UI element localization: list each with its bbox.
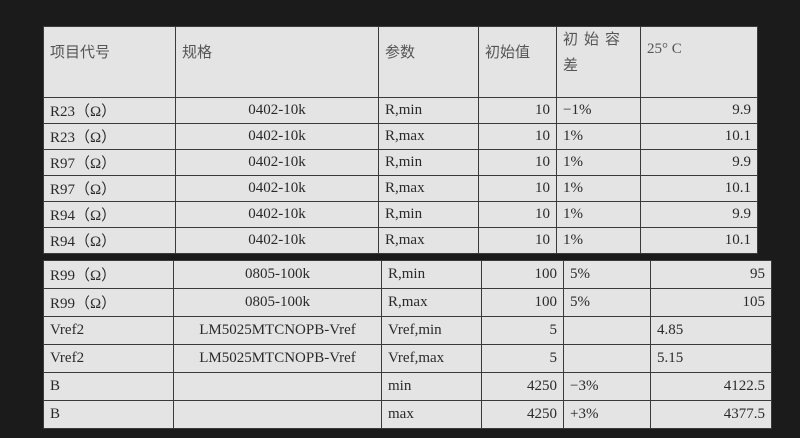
table-row: R23（Ω） 0402-10k R,min 10 −1% 9.9	[43, 97, 758, 124]
cell-spec: 0402-10k	[175, 123, 379, 150]
cell-parameter: R,max	[378, 175, 479, 202]
cell-spec: 0402-10k	[175, 149, 379, 176]
cell-parameter: R,max	[378, 123, 479, 150]
component-tolerance-table: R99（Ω） 0805-100k R,min 100 5% 95 R99（Ω） 0805-10…	[43, 260, 772, 429]
cell-spec: 0402-10k	[175, 201, 379, 228]
cell-spec: 0402-10k	[175, 97, 379, 124]
cell-item-code: R94（Ω）	[43, 201, 176, 228]
cell-parameter: R,max	[378, 227, 479, 254]
cell-parameter: R,min	[381, 260, 482, 289]
cell-initial-tolerance: 1%	[556, 201, 641, 228]
cell-item-code: R94（Ω）	[43, 227, 176, 254]
header-parameter: 参数	[378, 26, 479, 98]
cell-spec	[173, 400, 382, 429]
cell-parameter: R,max	[381, 288, 482, 317]
cell-initial-value: 4250	[481, 372, 564, 401]
cell-initial-tolerance	[563, 344, 651, 373]
header-item-code: 项目代号	[43, 26, 176, 98]
cell-value-25c: 10.1	[640, 227, 758, 254]
cell-spec: 0805-100k	[173, 260, 382, 289]
cell-value-25c: 5.15	[650, 344, 772, 373]
cell-initial-value: 10	[478, 175, 557, 202]
cell-item-code: R23（Ω）	[43, 123, 176, 150]
table-row: Vref2 LM5025MTCNOPB-Vref Vref,max 5 5.15	[43, 344, 772, 373]
cell-parameter: Vref,max	[381, 344, 482, 373]
cell-item-code: Vref2	[43, 344, 174, 373]
header-25c: 25° C	[640, 26, 758, 98]
cell-parameter: R,min	[378, 149, 479, 176]
cell-initial-value: 10	[478, 201, 557, 228]
cell-parameter: R,min	[378, 97, 479, 124]
cell-initial-tolerance	[563, 316, 651, 345]
cell-initial-tolerance: −1%	[556, 97, 641, 124]
cell-spec: LM5025MTCNOPB-Vref	[173, 316, 382, 345]
cell-item-code: Vref2	[43, 316, 174, 345]
cell-value-25c: 9.9	[640, 149, 758, 176]
header-initial-tolerance: 初始容差	[556, 26, 641, 98]
cell-item-code: R99（Ω）	[43, 260, 174, 289]
cell-initial-tolerance: 5%	[563, 260, 651, 289]
table-row: R99（Ω） 0805-100k R,min 100 5% 95	[43, 260, 772, 289]
cell-initial-value: 10	[478, 149, 557, 176]
cell-initial-tolerance: 1%	[556, 227, 641, 254]
table-row: Vref2 LM5025MTCNOPB-Vref Vref,min 5 4.85	[43, 316, 772, 345]
cell-value-25c: 9.9	[640, 201, 758, 228]
table-row: R94（Ω） 0402-10k R,min 10 1% 9.9	[43, 201, 758, 228]
cell-initial-value: 10	[478, 227, 557, 254]
cell-initial-tolerance: +3%	[563, 400, 651, 429]
table-row: R99（Ω） 0805-100k R,max 100 5% 105	[43, 288, 772, 317]
cell-item-code: R97（Ω）	[43, 175, 176, 202]
cell-initial-value: 100	[481, 288, 564, 317]
cell-item-code: B	[43, 372, 174, 401]
cell-parameter: max	[381, 400, 482, 429]
cell-value-25c: 4377.5	[650, 400, 772, 429]
table-row: R23（Ω） 0402-10k R,max 10 1% 10.1	[43, 123, 758, 150]
table-row: R97（Ω） 0402-10k R,min 10 1% 9.9	[43, 149, 758, 176]
cell-initial-tolerance: −3%	[563, 372, 651, 401]
cell-spec: 0805-100k	[173, 288, 382, 317]
cell-initial-value: 4250	[481, 400, 564, 429]
cell-spec: LM5025MTCNOPB-Vref	[173, 344, 382, 373]
cell-initial-value: 10	[478, 123, 557, 150]
cell-value-25c: 10.1	[640, 175, 758, 202]
cell-spec	[173, 372, 382, 401]
cell-initial-value: 5	[481, 316, 564, 345]
cell-initial-tolerance: 1%	[556, 123, 641, 150]
header-row: 项目代号 规格 参数 初始值 初始容差 25° C	[43, 26, 758, 98]
cell-spec: 0402-10k	[175, 175, 379, 202]
cell-initial-tolerance: 1%	[556, 175, 641, 202]
cell-value-25c: 9.9	[640, 97, 758, 124]
table-row: R97（Ω） 0402-10k R,max 10 1% 10.1	[43, 175, 758, 202]
cell-value-25c: 105	[650, 288, 772, 317]
cell-initial-tolerance: 1%	[556, 149, 641, 176]
cell-value-25c: 4122.5	[650, 372, 772, 401]
cell-item-code: R23（Ω）	[43, 97, 176, 124]
cell-spec: 0402-10k	[175, 227, 379, 254]
cell-initial-value: 10	[478, 97, 557, 124]
cell-parameter: min	[381, 372, 482, 401]
cell-item-code: R99（Ω）	[43, 288, 174, 317]
resistor-tolerance-table: 项目代号 规格 参数 初始值 初始容差 25° C R23（Ω） 0402-10k…	[43, 26, 758, 254]
header-spec: 规格	[175, 26, 379, 98]
table-row: R94（Ω） 0402-10k R,max 10 1% 10.1	[43, 227, 758, 254]
cell-initial-value: 100	[481, 260, 564, 289]
cell-item-code: B	[43, 400, 174, 429]
cell-parameter: R,min	[378, 201, 479, 228]
cell-initial-value: 5	[481, 344, 564, 373]
header-initial-value: 初始值	[478, 26, 557, 98]
cell-initial-tolerance: 5%	[563, 288, 651, 317]
cell-value-25c: 4.85	[650, 316, 772, 345]
cell-value-25c: 95	[650, 260, 772, 289]
cell-value-25c: 10.1	[640, 123, 758, 150]
cell-parameter: Vref,min	[381, 316, 482, 345]
cell-item-code: R97（Ω）	[43, 149, 176, 176]
